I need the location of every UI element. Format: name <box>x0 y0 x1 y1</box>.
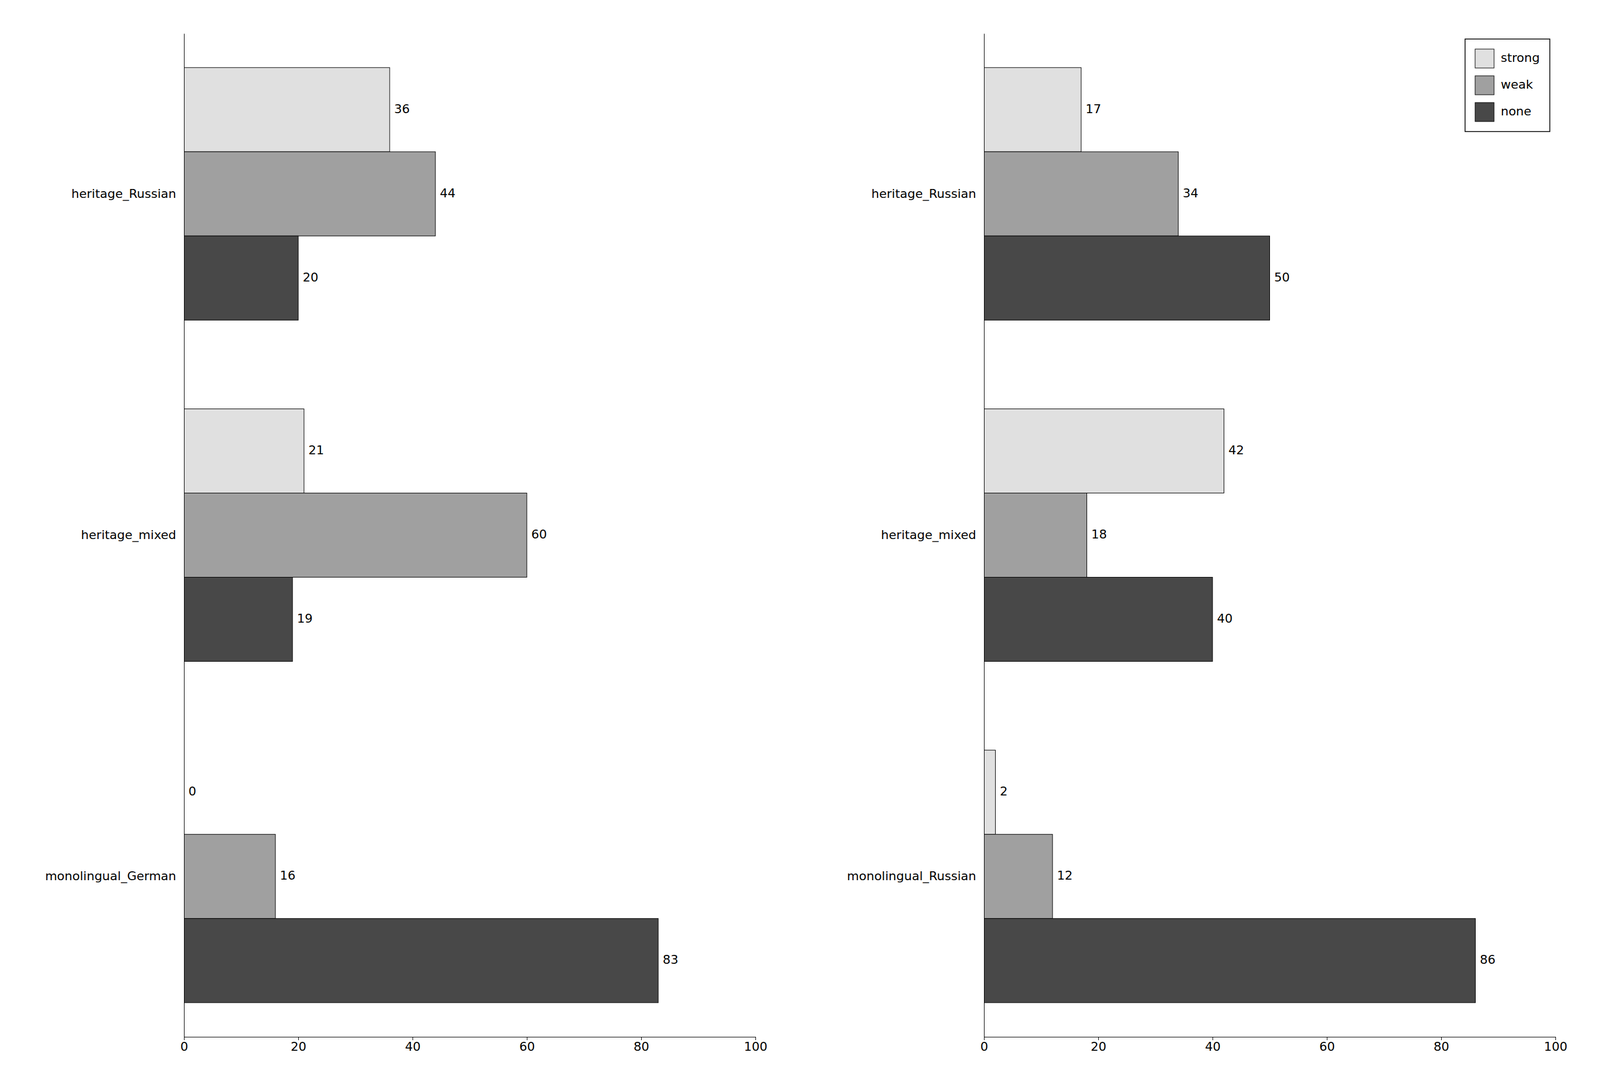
legend-label: none <box>1500 104 1532 119</box>
legend-item: weak <box>1475 75 1534 95</box>
tick-label: 100 <box>1544 1039 1568 1054</box>
data-label: 42 <box>1228 443 1245 458</box>
legend-swatch <box>1475 75 1495 95</box>
y-axis: heritage_Russian heritage_mixed monolingua… <box>45 34 185 1038</box>
data-label: 12 <box>1057 868 1073 883</box>
data-label: 0 <box>188 784 197 799</box>
tick-label: 40 <box>1205 1039 1221 1054</box>
x-tick: 40 <box>1205 1036 1221 1054</box>
bar <box>983 834 1053 919</box>
data-label: 19 <box>297 611 313 626</box>
y-tick: monolingual_Russian <box>846 869 977 884</box>
data-labels: 36 21 0 44 60 16 20 19 83 <box>188 102 679 968</box>
data-label: 34 <box>1182 186 1199 201</box>
tick-label: 100 <box>744 1039 768 1054</box>
axis-line <box>184 1037 756 1041</box>
y-tick: heritage_mixed <box>880 527 977 543</box>
x-tick: 80 <box>633 1036 650 1054</box>
data-label: 20 <box>302 270 319 285</box>
data-label: 83 <box>662 952 679 967</box>
category-label: heritage_mixed <box>80 527 177 543</box>
axis-line <box>183 34 185 1038</box>
panel: 0 20 40 60 80 100 heritage_Russian heritage_mix… <box>45 34 768 1054</box>
legend-swatch <box>1475 102 1495 122</box>
data-label: 40 <box>1217 611 1233 626</box>
bar <box>983 750 996 835</box>
bar <box>983 67 1081 152</box>
legend: strong weak none <box>1465 39 1550 132</box>
tick-label: 20 <box>1091 1039 1107 1054</box>
bar <box>983 918 1476 1003</box>
data-label: 17 <box>1085 102 1102 116</box>
y-axis: heritage_Russian heritage_mixed monolingua… <box>846 34 984 1038</box>
y-tick: heritage_Russian <box>71 186 177 202</box>
bar <box>183 834 276 919</box>
category-label: monolingual_German <box>45 869 177 884</box>
bar <box>983 235 1270 320</box>
x-tick: 60 <box>1319 1036 1336 1054</box>
bar <box>183 151 436 236</box>
legend-item: strong <box>1475 49 1540 69</box>
y-tick: monolingual_German <box>45 869 177 884</box>
tick-label: 0 <box>180 1039 189 1054</box>
bar <box>183 577 293 662</box>
x-tick: 80 <box>1433 1036 1450 1054</box>
legend-label: weak <box>1500 77 1534 92</box>
panel: 0 20 40 60 80 100 heritage_Russian heritage_mix… <box>846 34 1568 1054</box>
x-tick: 40 <box>405 1036 421 1054</box>
axis-line <box>983 34 985 1038</box>
y-tick: heritage_mixed <box>80 527 177 543</box>
data-label: 16 <box>279 868 296 883</box>
tick-label: 20 <box>291 1039 307 1054</box>
data-label: 86 <box>1480 952 1496 967</box>
legend-swatch <box>1475 49 1495 69</box>
bar <box>183 918 659 1003</box>
category-label: monolingual_Russian <box>846 869 977 884</box>
bar <box>983 492 1088 578</box>
data-label: 21 <box>308 443 324 458</box>
x-tick: 60 <box>519 1036 536 1054</box>
bars <box>183 67 659 1003</box>
category-label: heritage_mixed <box>880 527 977 543</box>
bar <box>183 67 390 152</box>
data-label: 18 <box>1091 527 1108 542</box>
data-label: 50 <box>1274 270 1291 285</box>
x-tick: 0 <box>980 1036 989 1054</box>
category-label: heritage_Russian <box>871 186 977 202</box>
x-axis: 0 20 40 60 80 100 <box>180 1036 768 1054</box>
chart-root: 020406080100heritage_Russianheritage_mix… <box>0 0 1600 1087</box>
bar <box>183 492 527 578</box>
data-label: 36 <box>394 102 410 116</box>
bar <box>983 408 1225 493</box>
axis-line <box>984 1037 1556 1041</box>
x-tick: 100 <box>744 1036 768 1054</box>
legend-item: none <box>1475 102 1532 122</box>
x-tick: 20 <box>1091 1036 1107 1054</box>
y-tick: heritage_Russian <box>871 186 977 202</box>
bar <box>183 408 304 493</box>
x-tick: 0 <box>180 1036 189 1054</box>
x-axis: 0 20 40 60 80 100 <box>980 1036 1568 1054</box>
data-label: 60 <box>531 527 547 542</box>
bar <box>983 151 1179 236</box>
data-label: 2 <box>1000 784 1008 799</box>
legend-label: strong <box>1500 50 1540 65</box>
tick-label: 80 <box>633 1039 650 1054</box>
legend-frame <box>1465 39 1550 132</box>
bar <box>183 235 299 320</box>
tick-label: 0 <box>980 1039 989 1054</box>
tick-label: 60 <box>1319 1039 1336 1054</box>
tick-label: 40 <box>405 1039 421 1054</box>
tick-label: 80 <box>1433 1039 1450 1054</box>
category-label: heritage_Russian <box>71 186 177 202</box>
x-tick: 100 <box>1544 1036 1568 1054</box>
data-labels: 17 42 2 34 18 12 50 40 86 <box>1000 102 1496 968</box>
bars <box>983 67 1476 1003</box>
data-label: 44 <box>439 186 456 201</box>
tick-label: 60 <box>519 1039 536 1054</box>
bar <box>983 577 1213 662</box>
x-tick: 20 <box>291 1036 307 1054</box>
